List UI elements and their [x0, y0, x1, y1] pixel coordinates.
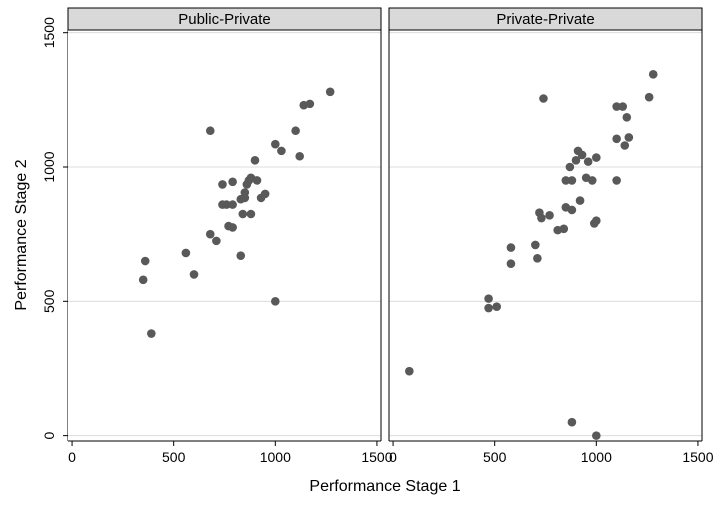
- x-tick-label: 500: [483, 449, 507, 465]
- gridlines: [68, 32, 381, 437]
- y-axis: 0 500 1000 1500 Performance Stage 2: [13, 17, 69, 441]
- data-point: [533, 254, 542, 263]
- data-point: [205, 229, 215, 239]
- panel-header: [67, 7, 382, 31]
- data-point: [492, 302, 502, 311]
- data-point: [240, 193, 250, 203]
- data-point: [271, 297, 280, 306]
- data-point: [612, 134, 621, 144]
- data-point: [212, 236, 221, 246]
- panel-plot-area: [68, 30, 381, 441]
- data-point: [565, 162, 575, 172]
- data-point: [138, 275, 148, 285]
- data-point: [612, 176, 621, 185]
- data-point: [238, 209, 248, 219]
- data-point: [205, 126, 215, 136]
- data-point: [575, 196, 585, 205]
- data-point: [236, 251, 246, 260]
- data-point: [620, 141, 630, 150]
- data-point: [250, 155, 260, 165]
- panel-title: Public-Private: [178, 11, 271, 28]
- panel-header: [388, 7, 703, 31]
- data-point: [189, 270, 199, 279]
- data-point: [305, 99, 315, 109]
- panel-private-private: Private-Private 0 500 1000 1500: [388, 7, 713, 465]
- data-point: [246, 209, 256, 219]
- data-point: [622, 113, 632, 122]
- x-tick-label: 1500: [682, 449, 713, 465]
- y-ticks: 0 500 1000 1500: [41, 17, 68, 440]
- data-point: [325, 87, 335, 97]
- data-point: [624, 133, 634, 142]
- data-points: [405, 70, 658, 440]
- y-tick-label: 500: [41, 289, 57, 313]
- x-tick-label: 0: [68, 449, 76, 465]
- data-point: [537, 213, 546, 223]
- x-tick-label: 0: [389, 449, 397, 465]
- data-point: [252, 176, 262, 185]
- y-tick-label: 1000: [41, 151, 57, 182]
- data-point: [140, 256, 150, 266]
- x-tick-label: 1000: [260, 449, 291, 465]
- data-point: [228, 223, 237, 232]
- data-point: [271, 139, 280, 149]
- data-point: [484, 294, 493, 303]
- data-point: [577, 150, 587, 160]
- data-point: [592, 153, 601, 162]
- gridlines: [389, 32, 702, 437]
- data-point: [592, 216, 601, 226]
- data-point: [295, 151, 305, 161]
- data-point: [587, 176, 597, 185]
- data-point: [218, 180, 227, 189]
- x-tick-label: 1000: [581, 449, 612, 465]
- x-ticks: 0 500 1000 1500: [68, 441, 393, 465]
- panel-plot-area: [389, 30, 702, 441]
- x-ticks: 0 500 1000 1500: [389, 441, 713, 465]
- panel-title: Private-Private: [496, 11, 594, 28]
- data-point: [506, 243, 516, 252]
- data-points: [138, 87, 335, 338]
- data-point: [506, 259, 516, 269]
- data-point: [592, 431, 601, 440]
- data-point: [648, 70, 658, 79]
- x-axis-label: Performance Stage 1: [309, 478, 460, 495]
- data-point: [222, 200, 231, 209]
- data-point: [644, 92, 654, 102]
- data-point: [612, 102, 621, 111]
- data-point: [228, 177, 237, 187]
- data-point: [583, 157, 593, 166]
- y-axis-label: Performance Stage 2: [13, 159, 30, 310]
- data-point: [484, 303, 493, 313]
- y-tick-label: 0: [41, 432, 57, 440]
- data-point: [559, 224, 569, 234]
- data-point: [291, 126, 300, 136]
- data-point: [539, 94, 548, 103]
- data-point: [147, 329, 156, 338]
- panel-public-private: Public-Private 0 500 1000 1500: [67, 7, 393, 465]
- data-point: [571, 155, 581, 165]
- data-point: [618, 102, 628, 111]
- data-point: [277, 146, 286, 156]
- data-point: [531, 240, 540, 250]
- data-point: [181, 248, 191, 258]
- data-point: [567, 205, 577, 215]
- data-point: [567, 417, 577, 427]
- x-tick-label: 500: [162, 449, 186, 465]
- data-point: [561, 176, 571, 185]
- data-point: [228, 200, 237, 209]
- data-point: [545, 211, 554, 220]
- x-tick-label: 1500: [361, 449, 392, 465]
- data-point: [567, 176, 577, 185]
- data-point: [405, 366, 414, 376]
- y-tick-label: 1500: [41, 17, 57, 48]
- data-point: [260, 189, 270, 199]
